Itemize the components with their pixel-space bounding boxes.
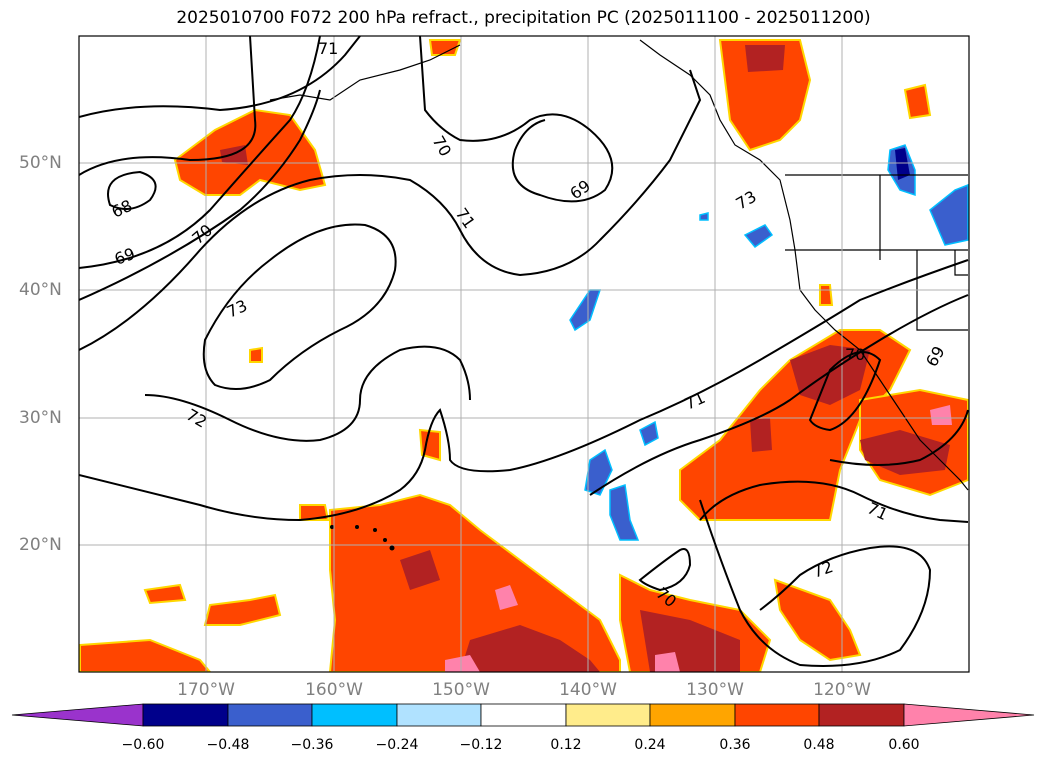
contour-label: 73 bbox=[733, 187, 760, 214]
contour-label: 69 bbox=[922, 343, 949, 370]
coastline bbox=[269, 39, 969, 491]
map-title: 2025010700 F072 200 hPa refract., precip… bbox=[176, 8, 871, 28]
refractivity-contours bbox=[79, 36, 969, 667]
lat-label: 50°N bbox=[19, 153, 62, 173]
precip-heavy-fields bbox=[220, 45, 950, 672]
contour-label: 72 bbox=[810, 557, 836, 582]
lon-label: 130°W bbox=[686, 680, 744, 700]
lat-label: 20°N bbox=[19, 535, 62, 555]
contour-label: 73 bbox=[224, 296, 250, 322]
colorbar-extend-low bbox=[11, 703, 144, 727]
lat-label: 30°N bbox=[19, 408, 62, 428]
colorbar-tick: −0.60 bbox=[121, 737, 165, 753]
colorbar-tick: −0.48 bbox=[206, 737, 250, 753]
colorbar-tick: −0.12 bbox=[459, 737, 503, 753]
contour-label: 71 bbox=[682, 388, 708, 414]
contour-label: 68 bbox=[109, 196, 135, 222]
contour-label: 69 bbox=[112, 244, 138, 269]
lon-label: 120°W bbox=[813, 680, 871, 700]
contour-label: 70 bbox=[429, 133, 456, 160]
lat-label: 40°N bbox=[19, 280, 62, 300]
colorbar-tick: 0.24 bbox=[634, 737, 666, 753]
lon-label: 140°W bbox=[559, 680, 617, 700]
contour-label: 71 bbox=[864, 498, 890, 524]
plot-frame bbox=[78, 35, 970, 673]
graticule bbox=[79, 36, 969, 672]
colorbar-tick: 0.48 bbox=[803, 737, 835, 753]
contour-label: 71 bbox=[318, 39, 338, 58]
colorbar bbox=[11, 703, 1035, 727]
lon-label: 150°W bbox=[432, 680, 490, 700]
precip-extreme-fields bbox=[445, 405, 952, 672]
hawaii-islands bbox=[330, 525, 395, 551]
contour-label: 70 bbox=[845, 345, 865, 364]
lon-label: 170°W bbox=[177, 680, 235, 700]
colorbar-tick: −0.36 bbox=[290, 737, 334, 753]
lon-label: 160°W bbox=[305, 680, 363, 700]
colorbar-tick: −0.24 bbox=[375, 737, 419, 753]
colorbar-tick: 0.36 bbox=[719, 737, 751, 753]
colorbar-extend-high bbox=[903, 703, 1035, 727]
colorbar-tick: 0.60 bbox=[888, 737, 920, 753]
colorbar-tick: 0.12 bbox=[550, 737, 582, 753]
contour-label: 71 bbox=[452, 204, 479, 232]
